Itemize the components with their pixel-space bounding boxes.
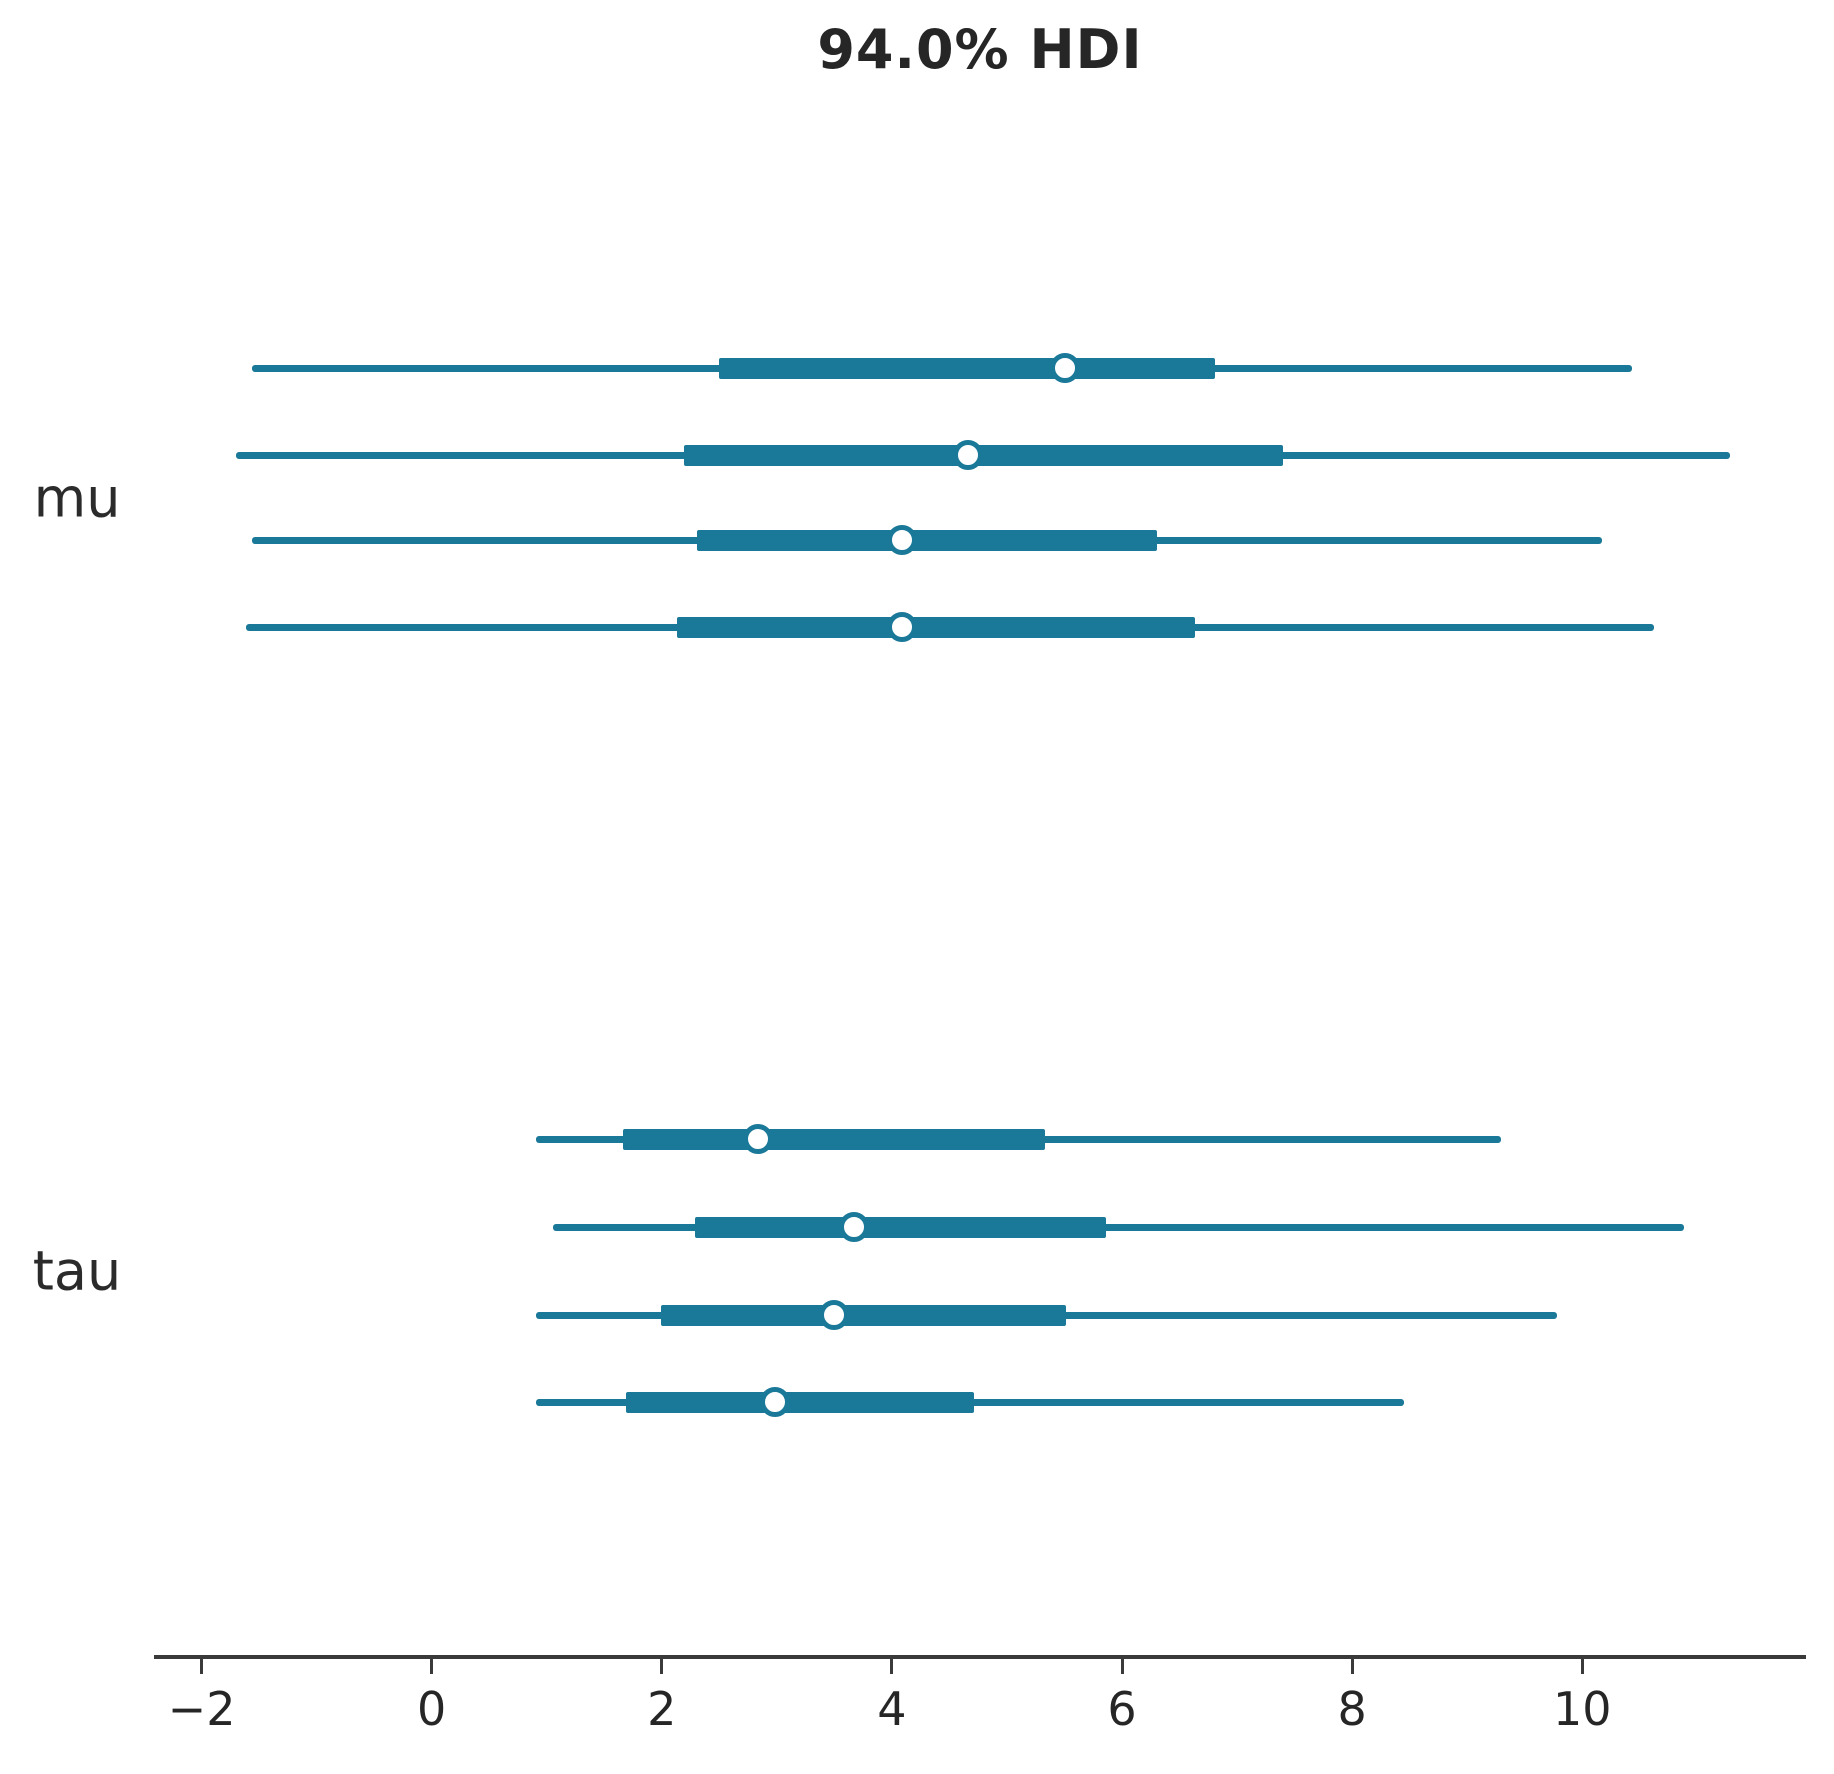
x-axis-tick (890, 1659, 894, 1674)
x-axis-tick (430, 1659, 434, 1674)
group-label-tau: tau (32, 1239, 122, 1302)
x-axis-tick (1580, 1659, 1584, 1674)
quartile-band-tau-chain1 (695, 1216, 1106, 1238)
x-axis-tick-label: 0 (417, 1682, 447, 1736)
hdi-line-tau-chain1 (552, 1223, 1684, 1231)
median-marker-tau-chain3 (759, 1387, 790, 1417)
x-axis-tick-label: 4 (877, 1682, 907, 1736)
median-marker-mu-chain0 (1049, 353, 1080, 383)
x-axis-tick-label: 10 (1553, 1682, 1612, 1736)
x-axis-tick-label: 6 (1107, 1682, 1137, 1736)
median-marker-mu-chain2 (887, 525, 918, 555)
x-axis-tick-label: 8 (1337, 1682, 1367, 1736)
x-axis-tick-label: −2 (167, 1682, 236, 1736)
median-marker-tau-chain0 (743, 1124, 774, 1154)
x-axis-tick (660, 1659, 664, 1674)
median-marker-tau-chain1 (838, 1212, 869, 1242)
x-axis-tick (200, 1659, 204, 1674)
quartile-band-tau-chain3 (626, 1391, 974, 1413)
x-axis-tick-label: 2 (647, 1682, 677, 1736)
x-axis-tick (1350, 1659, 1354, 1674)
x-axis-tick (1120, 1659, 1124, 1674)
plot-title: 94.0% HDI (817, 18, 1143, 81)
quartile-band-mu-chain3 (676, 616, 1195, 638)
quartile-band-mu-chain1 (683, 444, 1284, 466)
median-marker-mu-chain3 (887, 612, 918, 642)
median-marker-mu-chain1 (952, 440, 983, 470)
quartile-band-mu-chain2 (697, 529, 1157, 551)
quartile-band-mu-chain0 (719, 357, 1216, 379)
median-marker-tau-chain2 (819, 1300, 850, 1330)
x-axis-spine (154, 1655, 1806, 1659)
quartile-band-tau-chain0 (622, 1128, 1045, 1150)
group-label-mu: mu (33, 466, 121, 529)
quartile-band-tau-chain2 (660, 1304, 1066, 1326)
